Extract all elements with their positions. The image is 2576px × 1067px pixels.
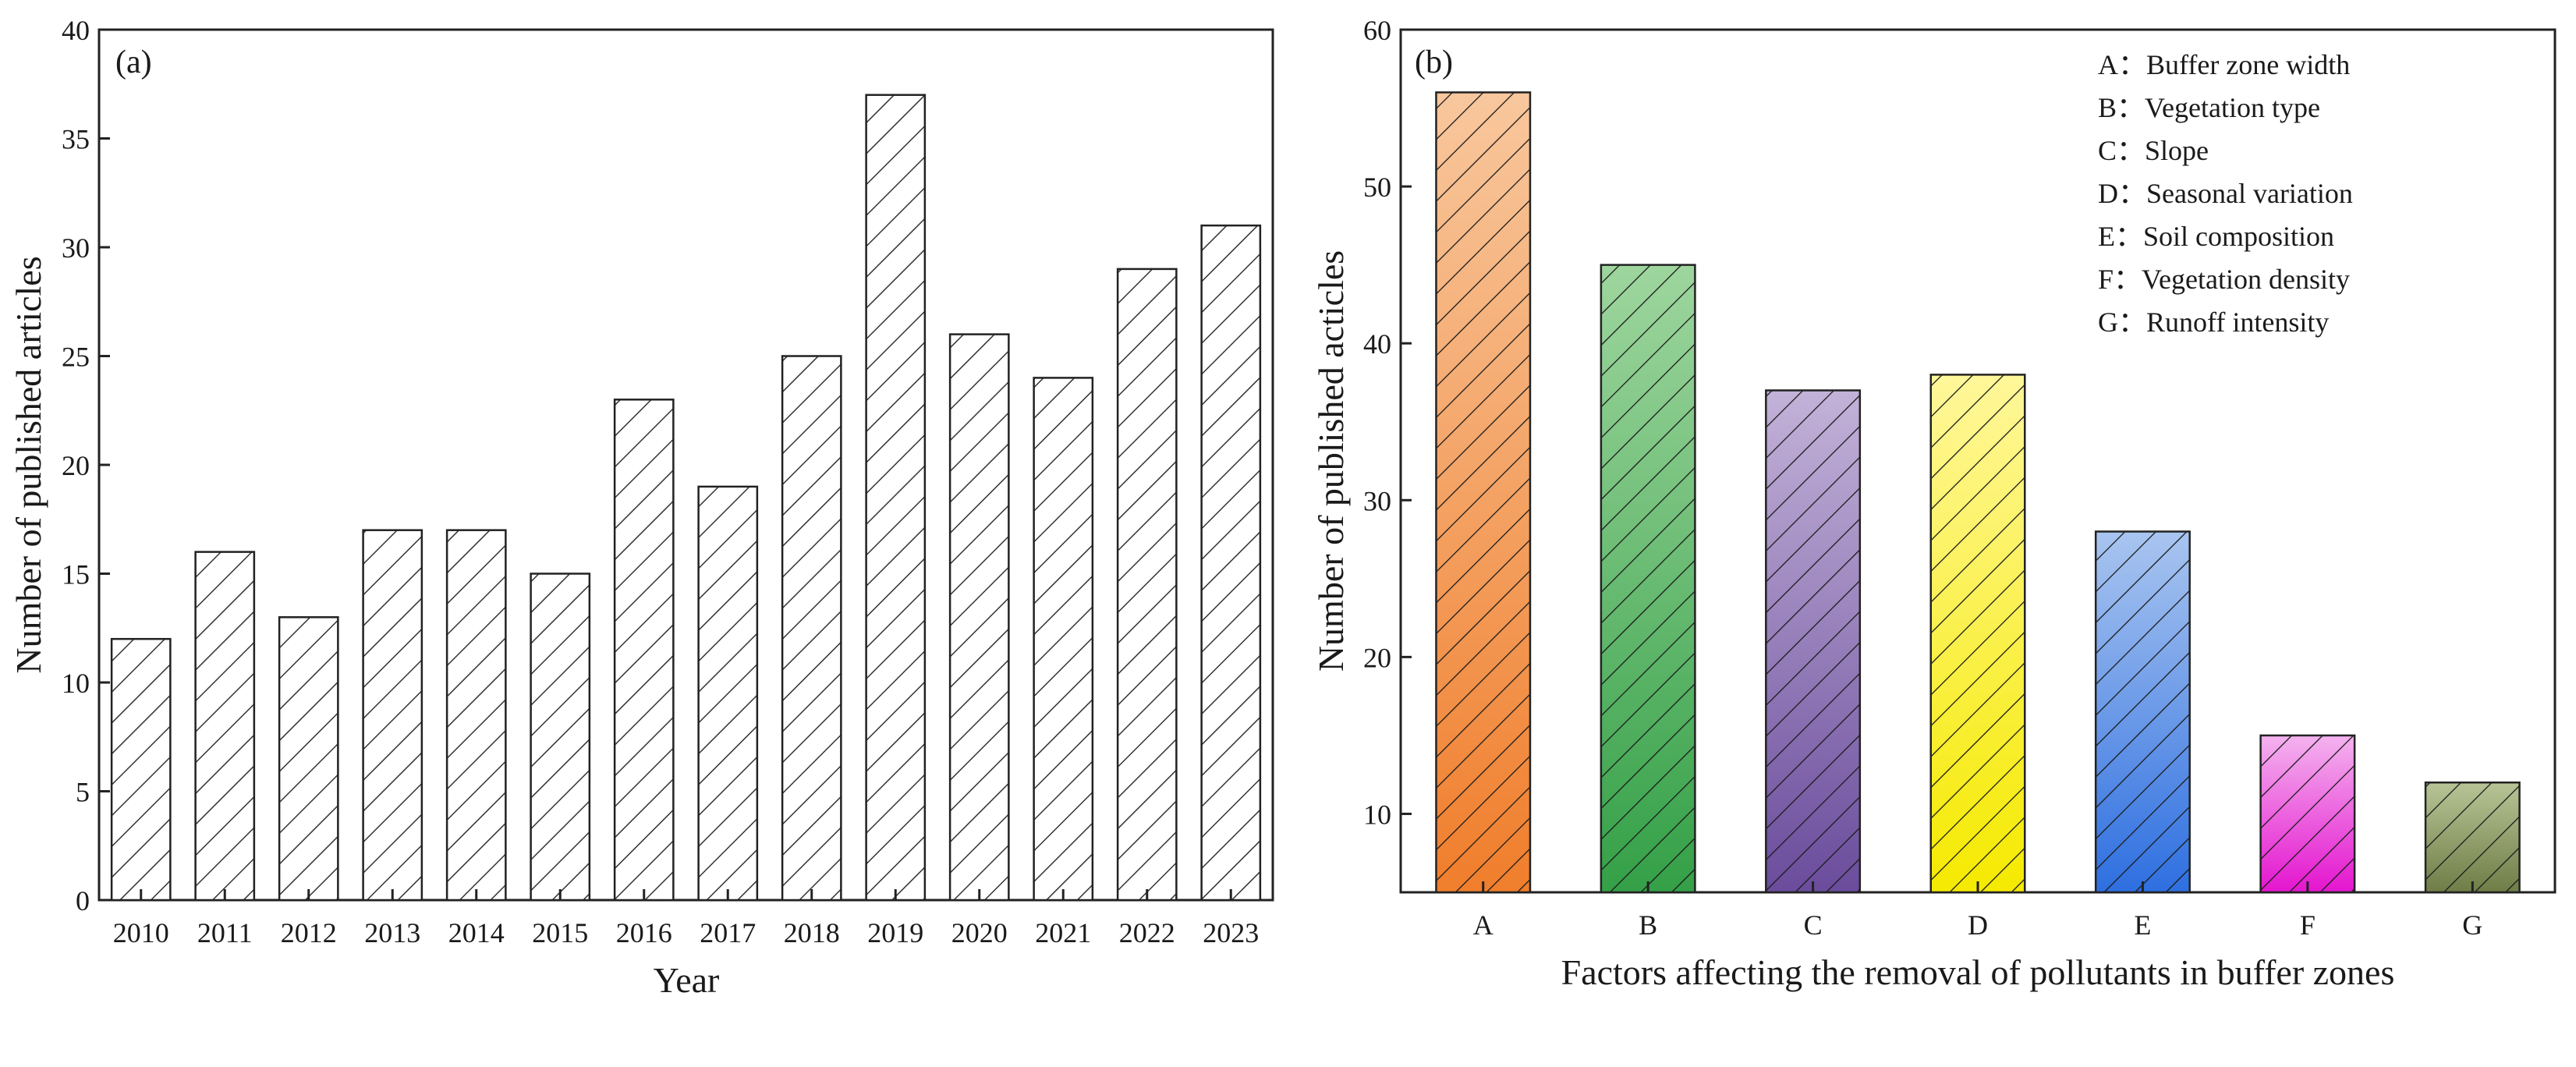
x-tick-label: F (2300, 909, 2316, 941)
y-tick-label: 15 (62, 559, 90, 590)
chart-b-y-axis: 10 20 30 40 50 60 (1363, 15, 1412, 830)
x-tick-label: 2015 (532, 917, 588, 948)
bar-e (2094, 530, 2191, 894)
x-tick-label: 2010 (113, 917, 169, 948)
x-tick-label: D (1968, 909, 1988, 941)
x-tick-label: 2014 (448, 917, 505, 948)
bar-2017 (697, 485, 759, 902)
y-tick-label: 50 (1363, 172, 1391, 203)
y-tick-label: 40 (62, 15, 90, 46)
x-tick-label: C (1804, 909, 1823, 941)
bar-2021 (1033, 377, 1094, 902)
x-tick-label: 2023 (1203, 917, 1259, 948)
y-tick-label: 35 (62, 124, 90, 155)
chart-a-plot-area (97, 28, 1274, 902)
x-tick-label: 2021 (1035, 917, 1091, 948)
chart-a-y-axis-label: Number of published articles (9, 256, 48, 673)
x-tick-label: 2016 (616, 917, 672, 948)
chart-b-legend: A：Buffer zone width B：Vegetation type C：Sl… (2098, 49, 2353, 338)
bar-2014 (445, 529, 507, 902)
bar-2018 (781, 355, 842, 902)
bar-2011 (194, 551, 256, 902)
x-tick-label: 2018 (784, 917, 840, 948)
x-tick-label: 2012 (281, 917, 337, 948)
bar-b (1600, 264, 1696, 894)
y-tick-label: 10 (62, 668, 90, 699)
bar-2016 (613, 399, 675, 902)
bar-f (2259, 734, 2356, 894)
bar-2010 (110, 637, 172, 902)
chart-a-y-axis: 0 5 10 15 20 25 30 35 40 (62, 15, 110, 916)
x-tick-label: A (1473, 909, 1494, 941)
x-tick-label: 2022 (1119, 917, 1175, 948)
chart-b-x-axis-label: Factors affecting the removal of polluta… (1561, 952, 2395, 992)
x-tick-label: E (2134, 909, 2151, 941)
chart-b-y-axis-label: Number of published acticles (1311, 250, 1351, 672)
x-tick-label: 2020 (951, 917, 1008, 948)
x-tick-label: 2017 (700, 917, 756, 948)
y-tick-label: 20 (1363, 642, 1391, 673)
y-tick-label: 5 (76, 777, 90, 808)
x-tick-label: B (1639, 909, 1657, 941)
chart-b-x-axis: A B C D E F G (1473, 881, 2482, 941)
chart-a-bars (110, 94, 1262, 902)
y-tick-label: 0 (76, 885, 90, 916)
legend-entry: E：Soil composition (2098, 221, 2334, 252)
legend-entry: D：Seasonal variation (2098, 178, 2353, 209)
bar-2012 (278, 616, 339, 902)
y-tick-label: 30 (62, 232, 90, 264)
bar-d (1929, 374, 2026, 894)
y-tick-label: 20 (62, 450, 90, 481)
bar-2020 (948, 333, 1010, 902)
bar-2022 (1116, 268, 1178, 902)
legend-entry: A：Buffer zone width (2098, 49, 2350, 80)
chart-b-panel-label: (b) (1415, 44, 1453, 80)
bar-2023 (1200, 224, 1262, 902)
y-tick-label: 60 (1363, 15, 1391, 46)
bar-a (1435, 91, 1532, 894)
x-tick-label: 2011 (197, 917, 253, 948)
y-tick-label: 10 (1363, 799, 1391, 830)
bar-c (1765, 389, 1862, 894)
legend-entry: C：Slope (2098, 135, 2209, 166)
chart-a-x-axis-label: Year (654, 960, 720, 1000)
legend-entry: G：Runoff intensity (2098, 307, 2329, 338)
x-tick-label: 2019 (867, 917, 923, 948)
legend-entry: F：Vegetation density (2098, 264, 2350, 295)
chart-a-panel-label: (a) (115, 44, 152, 80)
chart-a-x-axis: 2010 2011 2012 2013 2014 2015 2016 2017 2018 2019… (113, 889, 1259, 948)
x-tick-label: 2013 (364, 917, 420, 948)
y-tick-label: 30 (1363, 485, 1391, 516)
y-tick-label: 25 (62, 342, 90, 373)
legend-entry: B：Vegetation type (2098, 92, 2320, 123)
chart-b-publications-by-factor: 10 20 30 40 50 60 A B C D E F G A：Buffer zone width… (1311, 15, 2557, 992)
x-tick-label: G (2462, 909, 2482, 941)
bar-2015 (530, 572, 591, 902)
y-tick-label: 40 (1363, 328, 1391, 360)
bar-2013 (362, 529, 423, 902)
bar-2019 (865, 94, 927, 902)
chart-b-bars (1435, 91, 2521, 894)
bar-g (2424, 781, 2521, 894)
